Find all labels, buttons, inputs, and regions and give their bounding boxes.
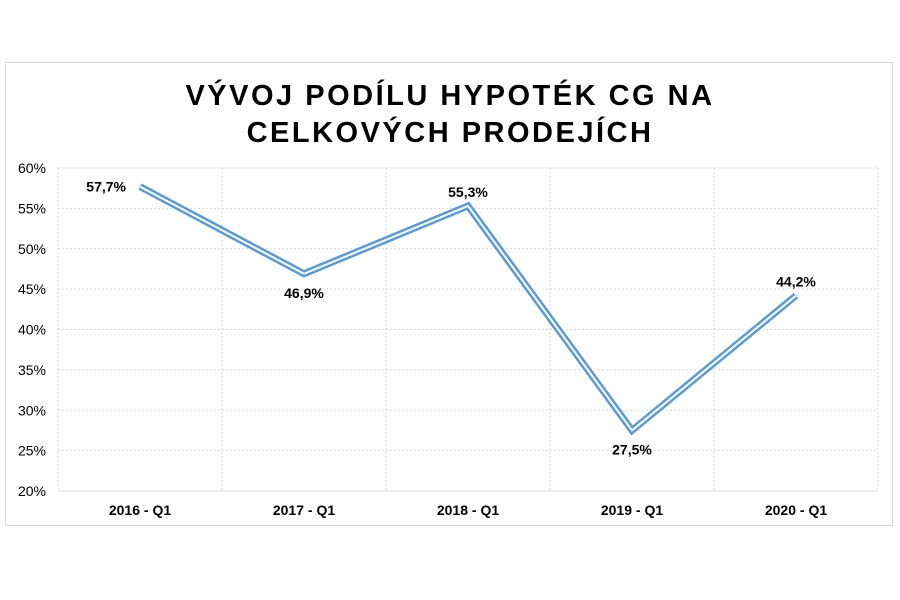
axes: 20% 25% 30% 35% 40% 45% 50% 55% 60% 2016 - Q1 2017… (18, 160, 878, 518)
series-line-outer (138, 183, 799, 436)
y-tick-label: 35% (18, 362, 46, 378)
x-tick-label: 2016 - Q1 (109, 502, 171, 518)
x-tick-label: 2020 - Q1 (765, 502, 827, 518)
y-tick-label: 60% (18, 160, 46, 176)
data-label: 44,2% (776, 274, 816, 290)
y-tick-label: 40% (18, 322, 46, 338)
x-tick-label: 2019 - Q1 (601, 502, 663, 518)
y-tick-label: 50% (18, 241, 46, 257)
data-labels: 57,7% 46,9% 55,3% 27,5% 44,2% (86, 179, 816, 458)
chart-title: VÝVOJ PODÍLU HYPOTÉK CG NA CELKOVÝCH PRO… (0, 78, 900, 152)
series-line-inner (139, 185, 797, 432)
chart-title-line-2: CELKOVÝCH PRODEJÍCH (246, 117, 654, 149)
chart-frame (5, 62, 893, 526)
data-point (467, 205, 469, 207)
data-label: 46,9% (284, 285, 324, 301)
data-point (631, 429, 633, 431)
y-tick-label: 20% (18, 483, 46, 499)
data-point (139, 186, 141, 188)
y-tick-label: 25% (18, 443, 46, 459)
chart-title-line-1: VÝVOJ PODÍLU HYPOTÉK CG NA (185, 80, 715, 112)
x-tick-label: 2018 - Q1 (437, 502, 499, 518)
y-tick-label: 45% (18, 281, 46, 297)
data-label: 55,3% (448, 184, 488, 200)
data-label: 57,7% (86, 179, 126, 195)
data-label: 27,5% (612, 441, 652, 457)
y-tick-label: 30% (18, 402, 46, 418)
x-tick-label: 2017 - Q1 (273, 502, 335, 518)
y-tick-label: 55% (18, 200, 46, 216)
data-point (795, 295, 797, 297)
data-point (303, 273, 305, 275)
series-line (138, 183, 799, 436)
